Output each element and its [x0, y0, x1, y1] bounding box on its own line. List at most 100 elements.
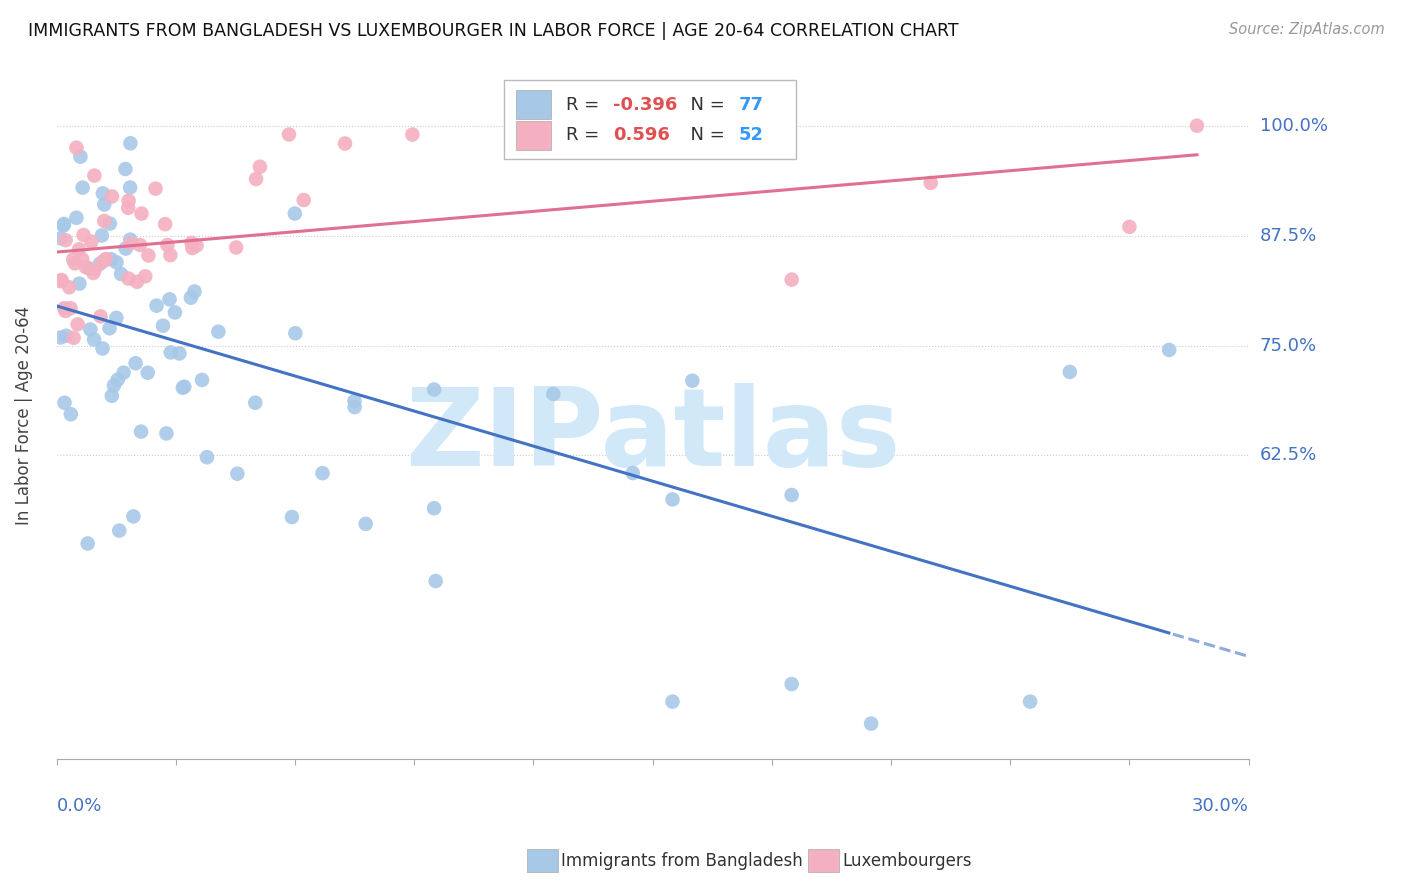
- Point: [311, 466, 333, 480]
- Point: [281, 510, 304, 524]
- Point: [91, 186, 114, 201]
- Point: [169, 346, 191, 360]
- Point: [84, 262, 107, 277]
- Text: 100.0%: 100.0%: [1260, 117, 1327, 135]
- Point: [120, 233, 142, 247]
- Point: [543, 387, 565, 401]
- Point: [661, 492, 683, 507]
- Point: [145, 299, 167, 313]
- Point: [90, 310, 112, 324]
- Point: [117, 271, 139, 285]
- Point: [1019, 695, 1042, 709]
- Point: [67, 277, 90, 291]
- Point: [67, 243, 90, 257]
- Point: [105, 255, 128, 269]
- Point: [120, 180, 142, 194]
- Point: [80, 235, 103, 249]
- Point: [195, 450, 218, 465]
- Point: [159, 345, 181, 359]
- Point: [153, 217, 176, 231]
- Point: [621, 466, 644, 480]
- Point: [920, 176, 942, 190]
- Point: [93, 214, 115, 228]
- Point: [75, 260, 97, 274]
- Point: [101, 189, 124, 203]
- Point: [65, 141, 87, 155]
- Point: [225, 240, 247, 254]
- Point: [65, 211, 87, 225]
- Y-axis label: In Labor Force | Age 20-64: In Labor Force | Age 20-64: [15, 306, 32, 525]
- Point: [110, 267, 132, 281]
- Point: [278, 128, 301, 142]
- Point: [72, 227, 94, 242]
- Point: [249, 160, 271, 174]
- Point: [63, 256, 86, 270]
- Point: [1059, 365, 1081, 379]
- Point: [89, 257, 111, 271]
- Point: [156, 238, 179, 252]
- Point: [120, 136, 142, 151]
- Point: [114, 242, 136, 256]
- Text: 52: 52: [738, 127, 763, 145]
- Point: [98, 321, 121, 335]
- Point: [159, 293, 181, 307]
- Text: 75.0%: 75.0%: [1260, 336, 1317, 354]
- Point: [860, 716, 883, 731]
- Point: [76, 536, 98, 550]
- Point: [55, 328, 77, 343]
- Point: [180, 291, 202, 305]
- Point: [66, 318, 89, 332]
- Point: [181, 241, 204, 255]
- Point: [245, 172, 267, 186]
- Point: [661, 695, 683, 709]
- Point: [59, 301, 82, 316]
- Point: [93, 197, 115, 211]
- Point: [155, 426, 177, 441]
- Point: [72, 180, 94, 194]
- Point: [114, 161, 136, 176]
- Text: R =: R =: [565, 95, 605, 113]
- Point: [425, 574, 447, 588]
- Point: [245, 395, 267, 409]
- Point: [780, 272, 803, 286]
- Point: [333, 136, 356, 151]
- Point: [117, 201, 139, 215]
- Point: [134, 269, 156, 284]
- Point: [55, 304, 77, 318]
- Point: [108, 524, 131, 538]
- Point: [129, 238, 152, 252]
- Text: -0.396: -0.396: [613, 95, 678, 113]
- Point: [138, 248, 160, 262]
- Point: [100, 252, 122, 267]
- Point: [59, 407, 82, 421]
- Text: 0.596: 0.596: [613, 127, 671, 145]
- Point: [191, 373, 214, 387]
- Text: 87.5%: 87.5%: [1260, 227, 1317, 244]
- Point: [163, 305, 186, 319]
- Text: N =: N =: [679, 95, 730, 113]
- Point: [183, 285, 205, 299]
- Point: [112, 366, 135, 380]
- Text: N =: N =: [679, 127, 730, 145]
- Point: [77, 261, 100, 276]
- Point: [49, 330, 72, 344]
- Point: [83, 333, 105, 347]
- Text: Immigrants from Bangladesh: Immigrants from Bangladesh: [561, 852, 803, 870]
- Point: [226, 467, 249, 481]
- Point: [1185, 119, 1208, 133]
- Point: [93, 254, 115, 268]
- Point: [343, 394, 366, 409]
- Text: ZIPatlas: ZIPatlas: [405, 384, 900, 490]
- Point: [284, 206, 307, 220]
- Point: [58, 280, 80, 294]
- Point: [55, 233, 77, 247]
- Point: [83, 169, 105, 183]
- Point: [49, 231, 72, 245]
- Text: Source: ZipAtlas.com: Source: ZipAtlas.com: [1229, 22, 1385, 37]
- Point: [53, 217, 76, 231]
- Point: [207, 325, 229, 339]
- Point: [1159, 343, 1181, 357]
- Point: [49, 274, 72, 288]
- Point: [354, 516, 377, 531]
- Point: [62, 252, 84, 267]
